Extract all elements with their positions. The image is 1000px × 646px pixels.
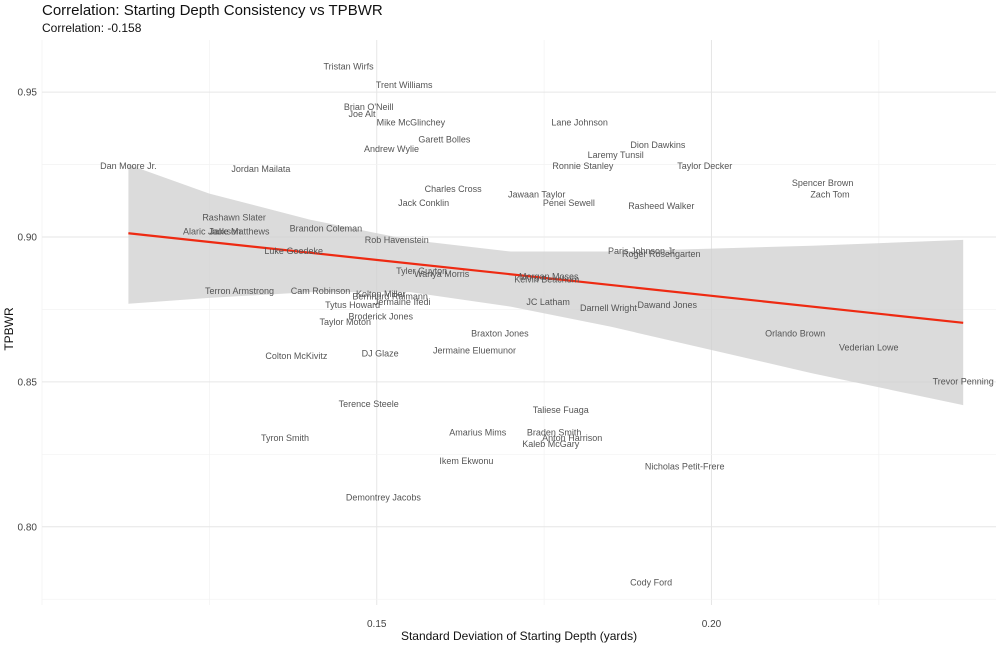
- point-label: Morgan Moses: [519, 272, 579, 282]
- point-label: Wanya Morris: [414, 269, 470, 279]
- point-label: Tytus Howard: [325, 300, 380, 310]
- point-label: Rasheed Walker: [628, 201, 694, 211]
- point-label: Jack Conklin: [398, 198, 449, 208]
- point-label: Spencer Brown: [792, 178, 854, 188]
- point-label: Darnell Wright: [580, 303, 637, 313]
- point-label: Broderick Jones: [349, 311, 414, 321]
- point-label: Charles Cross: [425, 184, 483, 194]
- point-label: Andrew Wylie: [364, 144, 419, 154]
- point-label: Anton Harrison: [542, 433, 602, 443]
- point-label: Amarius Mims: [449, 428, 507, 438]
- x-tick-label: 0.20: [702, 619, 722, 630]
- point-label: Taylor Decker: [677, 161, 732, 171]
- point-label: Kaleb McGary: [522, 439, 580, 449]
- confidence-band: [128, 164, 964, 406]
- point-label: Orlando Brown: [765, 329, 825, 339]
- point-label: Mike McGlinchey: [377, 117, 446, 127]
- point-label: Tristan Wirfs: [324, 62, 375, 72]
- point-label: Braxton Jones: [471, 329, 529, 339]
- point-label: Penei Sewell: [543, 198, 595, 208]
- point-label: Dawand Jones: [638, 300, 698, 310]
- y-tick-label: 0.95: [18, 88, 38, 99]
- point-label: Jordan Mailata: [231, 164, 290, 174]
- x-tick-label: 0.15: [367, 619, 387, 630]
- point-label: JC Latham: [526, 297, 570, 307]
- point-label: Nicholas Petit-Frere: [645, 462, 725, 472]
- point-label: Brian O'Neill: [344, 102, 394, 112]
- chart-subtitle: Correlation: -0.158: [42, 21, 142, 35]
- point-label: Roger Rosengarten: [622, 249, 701, 259]
- point-label: DJ Glaze: [362, 349, 399, 359]
- point-label: Tyler Guyton: [396, 266, 447, 276]
- point-label: Brandon Coleman: [290, 224, 363, 234]
- y-tick-label: 0.80: [18, 522, 38, 533]
- point-label: Jake Matthews: [209, 227, 270, 237]
- point-label: Dion Dawkins: [630, 140, 686, 150]
- point-label: Bernhard Raimann: [352, 292, 428, 302]
- point-label: Garett Bolles: [418, 134, 471, 144]
- point-label: Ikem Ekwonu: [439, 456, 493, 466]
- point-label: Zach Tom: [810, 189, 849, 199]
- point-label: Ronnie Stanley: [552, 161, 614, 171]
- point-label: Terron Armstrong: [205, 286, 274, 296]
- chart-title: Correlation: Starting Depth Consistency …: [42, 2, 383, 19]
- point-label: Tyron Smith: [261, 433, 309, 443]
- point-label: Braden Smith: [527, 428, 582, 438]
- point-label: Kolton Miller: [356, 289, 406, 299]
- confidence-band-area: [128, 164, 964, 406]
- trend-line: [128, 232, 964, 324]
- regression-line: [128, 232, 964, 324]
- point-label: Jermaine Eluemunor: [433, 346, 516, 356]
- y-axis-label: TPBWR: [2, 307, 16, 351]
- point-label: Trevor Penning: [933, 377, 994, 387]
- axis-ticks: 0.15 0.20 0.80 0.85 0.90 0.95: [18, 88, 722, 630]
- x-axis-label: Standard Deviation of Starting Depth (ya…: [401, 629, 637, 643]
- point-label: Rob Havenstein: [365, 235, 429, 245]
- y-tick-label: 0.90: [18, 233, 38, 244]
- point-label: Dan Moore Jr.: [100, 161, 157, 171]
- point-label: Jermaine Ifedi: [374, 297, 431, 307]
- point-label: Vederian Lowe: [839, 343, 899, 353]
- point-label: Trent Williams: [376, 80, 433, 90]
- point-label: Laremy Tunsil: [588, 150, 644, 160]
- point-label: Demontrey Jacobs: [346, 493, 422, 503]
- point-label: Terence Steele: [339, 399, 399, 409]
- point-label: Taylor Moton: [320, 317, 372, 327]
- point-label: Kelvin Beachum: [514, 275, 579, 285]
- y-tick-label: 0.85: [18, 377, 38, 388]
- point-label: Alaric Jackson: [183, 227, 241, 237]
- point-label: Colton McKivitz: [265, 351, 328, 361]
- point-label: Luke Goedeke: [264, 246, 323, 256]
- point-label: Jawaan Taylor: [508, 189, 565, 199]
- point-label: Cam Robinson: [291, 286, 351, 296]
- point-label: Rashawn Slater: [202, 212, 266, 222]
- point-label: Joe Alt: [348, 109, 376, 119]
- point-label: Cody Ford: [630, 577, 672, 587]
- point-label: Taliese Fuaga: [533, 405, 589, 415]
- point-label: Lane Johnson: [551, 117, 608, 127]
- point-label: Paris Johnson Jr.: [608, 246, 677, 256]
